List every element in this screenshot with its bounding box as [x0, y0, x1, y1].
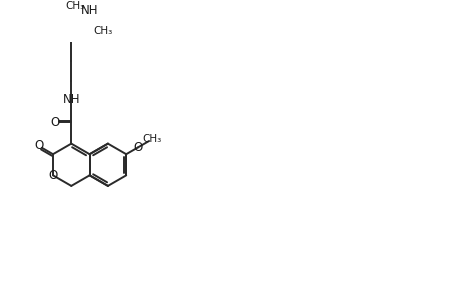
Text: CH₃: CH₃	[93, 26, 112, 36]
Text: O: O	[48, 169, 57, 182]
Text: CH₃: CH₃	[65, 1, 84, 11]
Text: O: O	[133, 141, 142, 154]
Text: NH: NH	[81, 4, 98, 16]
Text: NH: NH	[62, 93, 80, 106]
Text: CH₃: CH₃	[142, 134, 162, 144]
Text: O: O	[50, 116, 59, 129]
Text: O: O	[34, 140, 43, 152]
